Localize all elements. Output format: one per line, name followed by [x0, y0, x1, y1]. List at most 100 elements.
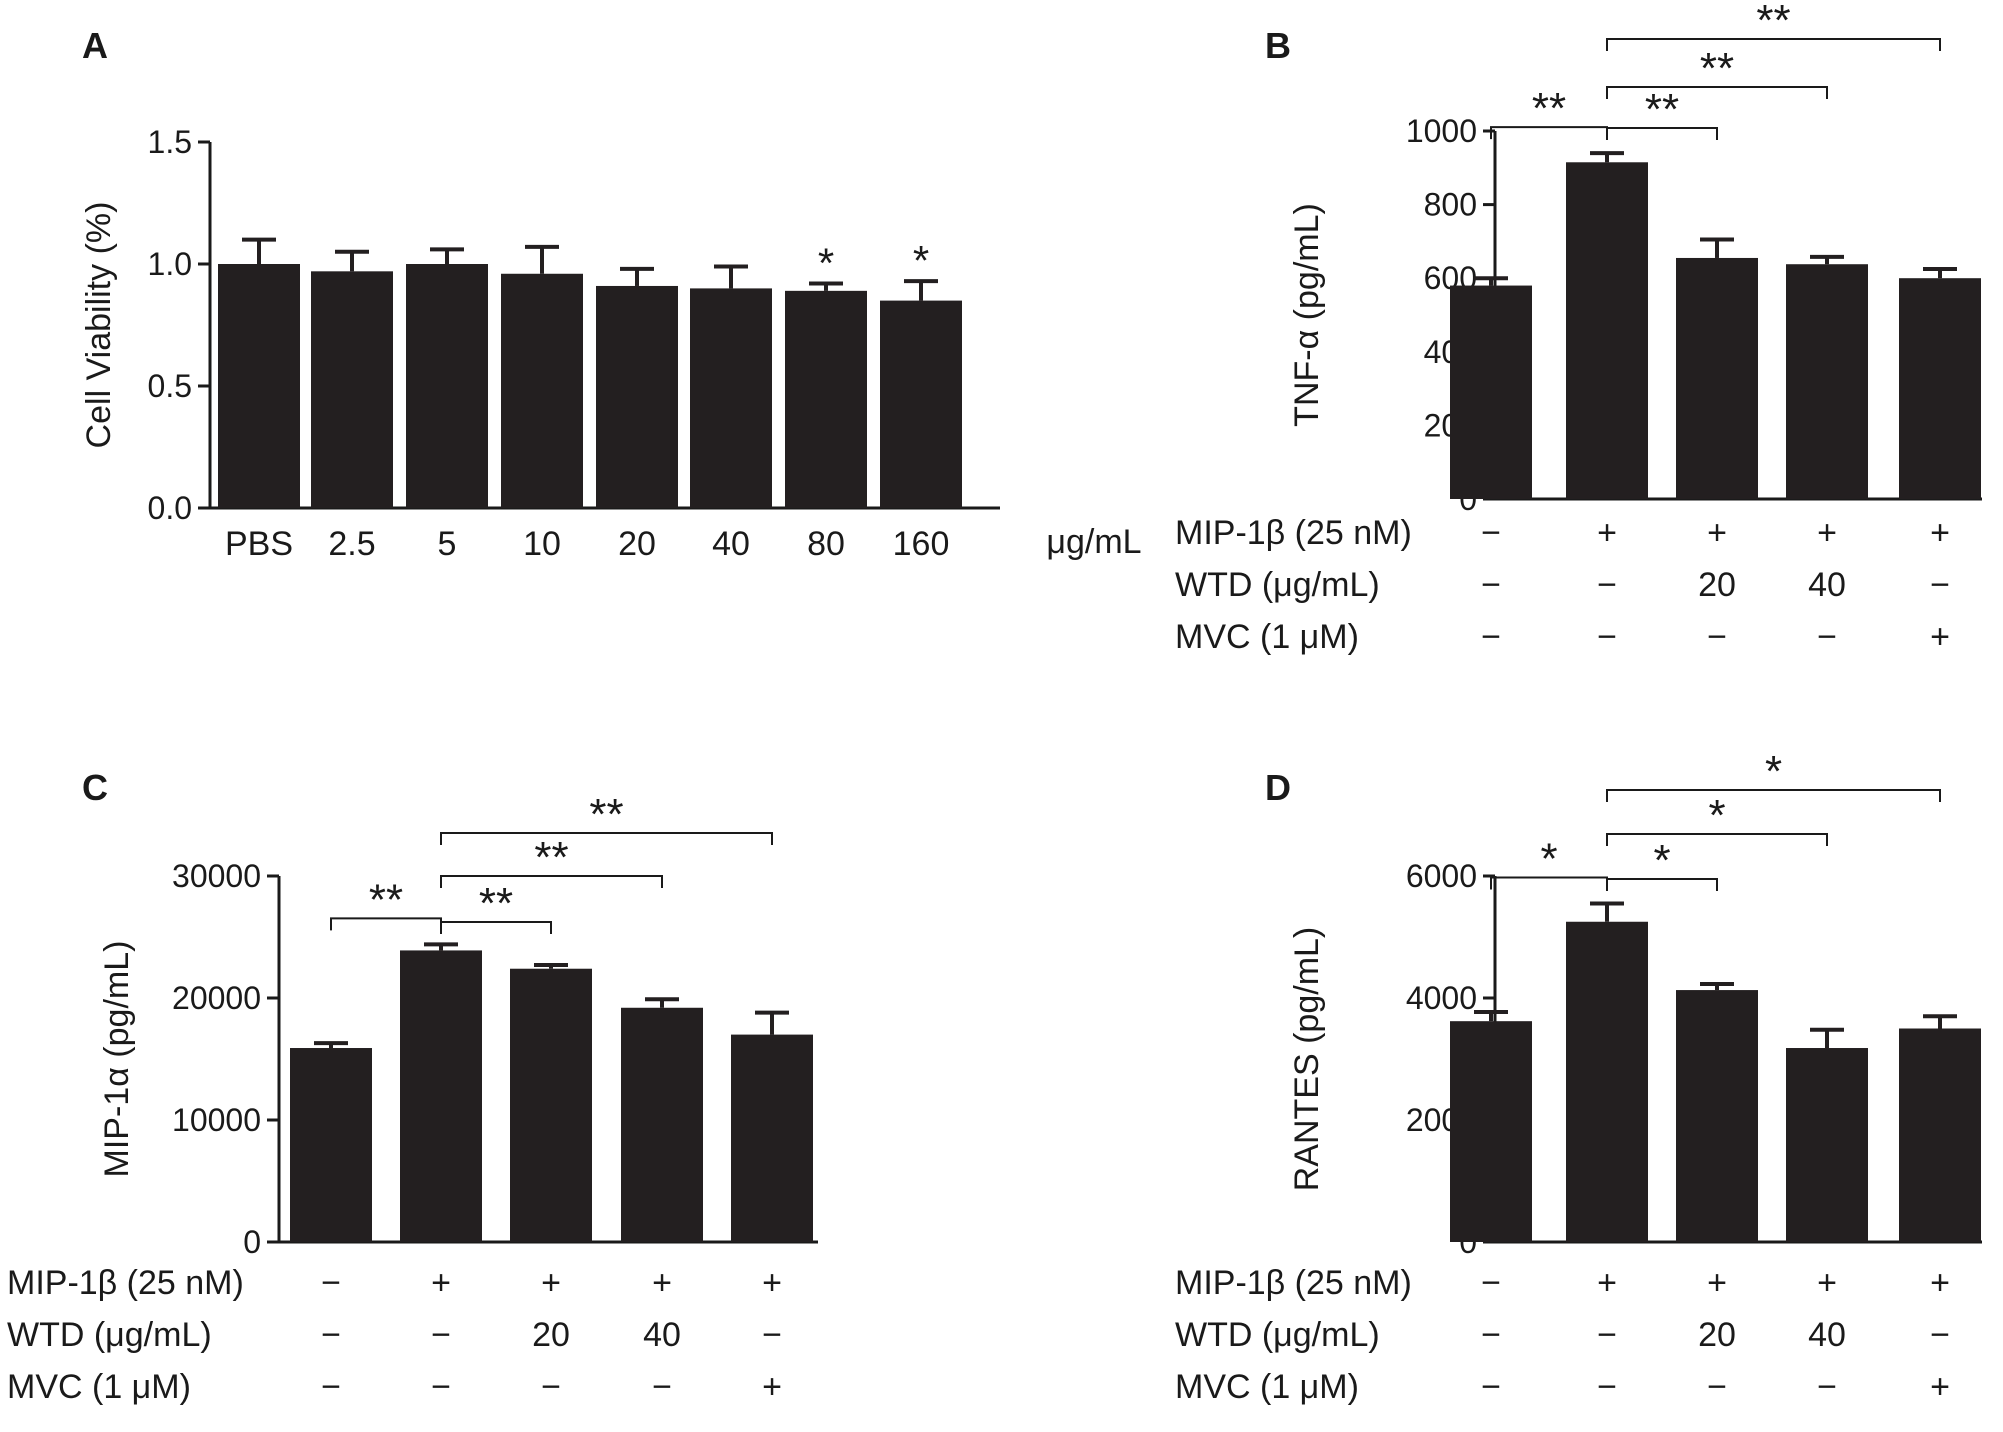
y-tick-label: 1.0 [148, 246, 192, 282]
x-tick-label: PBS [225, 525, 293, 563]
y-tick-label: 30000 [172, 858, 261, 894]
condition-value: 20 [1698, 566, 1736, 604]
bracket-line [1606, 789, 1941, 802]
y-axis-label: Cell Viability (%) [80, 202, 118, 449]
panel-letter: A [82, 25, 108, 66]
significance-bracket: ** [1490, 84, 1608, 140]
bracket-label: * [1540, 834, 1557, 883]
bar [621, 1007, 703, 1242]
bar [510, 968, 592, 1242]
significance-bracket: ** [1606, 44, 1828, 99]
condition-label: MIP-1β (25 nM) [1175, 1264, 1412, 1302]
significance-bracket: ** [1606, 0, 1941, 51]
panel-letter: D [1265, 767, 1291, 808]
y-tick-label: 10000 [172, 1102, 261, 1138]
x-tick-label: 80 [807, 525, 845, 563]
significance-bracket: ** [1606, 85, 1718, 140]
significance-bracket: * [1490, 834, 1608, 890]
condition-label: MIP-1β (25 nM) [7, 1264, 244, 1302]
significance-bracket: ** [440, 879, 552, 934]
bracket-label: * [1708, 791, 1725, 840]
condition-value: − [1481, 1368, 1501, 1406]
condition-value: 20 [1698, 1316, 1736, 1354]
condition-value: − [321, 1264, 341, 1302]
y-tick-label: 6000 [1406, 858, 1477, 894]
condition-value: + [1930, 1368, 1950, 1406]
bracket-line [1606, 38, 1941, 51]
condition-value: − [1481, 1264, 1501, 1302]
condition-value: + [1817, 1264, 1837, 1302]
condition-value: − [431, 1368, 451, 1406]
y-axis-label: MIP-1α (pg/mL) [98, 941, 136, 1178]
significance-mark: * [913, 237, 929, 284]
panel-letter: B [1265, 25, 1291, 66]
condition-value: − [1481, 514, 1501, 552]
condition-value: + [541, 1264, 561, 1302]
bracket-line [1606, 127, 1718, 140]
bar [1899, 1028, 1981, 1242]
y-tick-label: 1000 [1406, 113, 1477, 149]
condition-value: − [1597, 1368, 1617, 1406]
bar [1786, 264, 1868, 499]
bracket-label: ** [479, 879, 513, 928]
y-tick-label: 1.5 [148, 124, 192, 160]
condition-value: − [1481, 618, 1501, 656]
condition-label: MVC (1 μM) [1175, 618, 1359, 656]
condition-value: − [1597, 1316, 1617, 1354]
bar [690, 288, 772, 508]
condition-value: + [652, 1264, 672, 1302]
x-axis-unit-label: μg/mL [1046, 523, 1141, 561]
y-tick-label: 4000 [1406, 980, 1477, 1016]
condition-value: − [1597, 566, 1617, 604]
condition-value: + [1930, 514, 1950, 552]
significance-bracket: ** [440, 790, 773, 845]
panel-b: B02004006008001000TNF-α (pg/mL)MIP-1β (2… [1175, 0, 1982, 656]
significance-bracket: * [1606, 836, 1718, 891]
x-tick-label: 2.5 [328, 525, 375, 563]
condition-value: − [321, 1316, 341, 1354]
condition-value: − [1707, 618, 1727, 656]
bar [501, 273, 583, 508]
bracket-line [1606, 878, 1718, 891]
bracket-label: ** [1756, 0, 1790, 45]
y-axis-label: TNF-α (pg/mL) [1288, 203, 1326, 427]
condition-value: − [1930, 1316, 1950, 1354]
y-tick-label: 0 [243, 1224, 261, 1260]
x-tick-label: 160 [893, 525, 950, 563]
bar [1676, 257, 1758, 499]
bar [596, 285, 678, 508]
condition-value: + [762, 1264, 782, 1302]
bar [1899, 278, 1981, 499]
condition-value: 20 [532, 1316, 570, 1354]
condition-value: + [1707, 1264, 1727, 1302]
condition-value: − [1817, 1368, 1837, 1406]
condition-label: MIP-1β (25 nM) [1175, 514, 1412, 552]
panel-a: A 0.0 0.5 1.0 1.5 Cell Viability (%) PBS 2.5 5 10… [80, 25, 1142, 563]
condition-value: + [1597, 1264, 1617, 1302]
bracket-label: ** [589, 790, 623, 839]
x-tick-label: 40 [712, 525, 750, 563]
condition-value: + [431, 1264, 451, 1302]
condition-value: − [431, 1316, 451, 1354]
condition-value: + [1597, 514, 1617, 552]
bar [406, 264, 488, 508]
x-tick-label: 20 [618, 525, 656, 563]
condition-value: 40 [1808, 1316, 1846, 1354]
bar [731, 1034, 813, 1242]
condition-value: − [541, 1368, 561, 1406]
y-axis-label: RANTES (pg/mL) [1288, 927, 1326, 1192]
significance-bracket: * [1606, 747, 1941, 802]
bar [880, 300, 962, 508]
condition-label: WTD (μg/mL) [1175, 1316, 1380, 1354]
y-tick-label: 0.5 [148, 368, 192, 404]
bracket-label: ** [534, 833, 568, 882]
bracket-label: ** [1532, 84, 1566, 133]
bar [311, 271, 393, 508]
panel-c: C 0 10000 20000 30000 MIP-1α (pg/mL) MIP-1β (2… [7, 767, 818, 1406]
condition-value: 40 [643, 1316, 681, 1354]
bar [400, 950, 482, 1242]
condition-value: − [1481, 566, 1501, 604]
condition-label: WTD (μg/mL) [1175, 566, 1380, 604]
condition-value: + [1930, 618, 1950, 656]
significance-bracket: ** [330, 875, 442, 931]
